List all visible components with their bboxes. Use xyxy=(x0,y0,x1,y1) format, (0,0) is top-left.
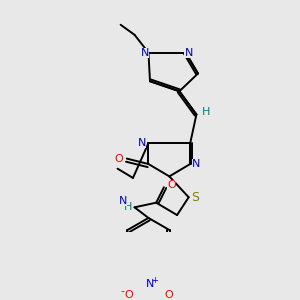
Text: N: N xyxy=(192,159,201,169)
Text: O: O xyxy=(124,290,133,300)
Text: N: N xyxy=(140,48,149,58)
Text: H: H xyxy=(124,202,133,212)
Text: N: N xyxy=(119,196,127,206)
Text: O: O xyxy=(167,180,176,190)
Text: +: + xyxy=(151,276,158,285)
Text: O: O xyxy=(115,154,123,164)
Text: N: N xyxy=(146,280,154,290)
Text: N: N xyxy=(138,138,146,148)
Text: S: S xyxy=(191,191,199,204)
Text: H: H xyxy=(202,107,210,117)
Text: -: - xyxy=(120,286,124,296)
Text: O: O xyxy=(164,290,173,300)
Text: N: N xyxy=(184,48,193,58)
